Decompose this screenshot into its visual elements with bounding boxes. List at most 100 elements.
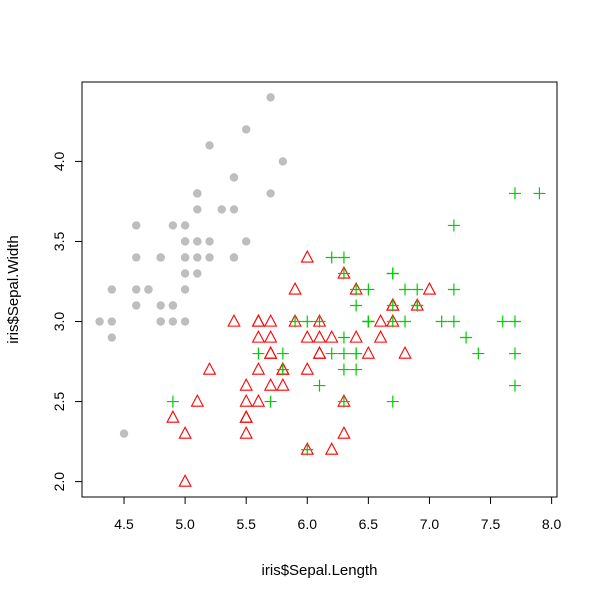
data-point-circle: [241, 125, 251, 134]
data-point-triangle: [312, 345, 327, 359]
data-point-plus: [325, 251, 338, 264]
data-point-plus: [362, 315, 375, 328]
series-plus: [166, 187, 546, 456]
data-point-plus: [337, 251, 350, 264]
data-point-plus: [386, 299, 399, 312]
data-point-triangle: [251, 393, 266, 407]
data-point-circle: [278, 157, 288, 166]
data-point-triangle: [263, 313, 278, 327]
y-tick-label: 4.0: [51, 151, 67, 171]
y-tick-label: 3.5: [51, 232, 67, 252]
data-point-plus: [301, 443, 314, 456]
data-point-plus: [496, 315, 509, 328]
y-tick-label: 2.0: [51, 472, 67, 492]
data-point-plus: [508, 379, 521, 392]
data-point-circle: [266, 189, 275, 198]
data-point-triangle: [398, 345, 412, 359]
data-point-circle: [107, 333, 117, 342]
data-point-triangle: [166, 410, 180, 423]
data-point-circle: [156, 301, 165, 310]
y-axis-title: iris$Sepal.Width: [5, 235, 22, 343]
data-point-triangle: [349, 329, 363, 343]
data-point-plus: [447, 219, 460, 232]
data-point-circle: [168, 301, 178, 310]
x-tick-label: 5.5: [236, 516, 256, 532]
data-point-plus: [252, 347, 265, 360]
data-point-plus: [508, 315, 521, 328]
data-point-circle: [180, 221, 190, 230]
data-point-triangle: [373, 313, 388, 327]
data-point-circle: [180, 317, 190, 326]
data-point-circle: [156, 253, 165, 262]
y-tick-label: 3.0: [51, 312, 67, 332]
data-point-plus: [447, 315, 460, 328]
x-tick-label: 7.5: [481, 516, 501, 532]
data-point-circle: [168, 221, 178, 230]
data-point-circle: [193, 205, 202, 214]
data-point-plus: [399, 315, 412, 328]
data-point-plus: [337, 331, 350, 344]
data-point-triangle: [178, 426, 192, 439]
data-point-triangle: [239, 410, 253, 423]
data-point-triangle: [312, 329, 327, 343]
data-point-circle: [132, 221, 141, 230]
data-point-circle: [180, 253, 190, 262]
data-point-plus: [337, 363, 350, 376]
data-point-triangle: [325, 442, 339, 455]
points-layer: [95, 93, 546, 487]
data-point-plus: [350, 283, 363, 296]
data-point-circle: [132, 301, 141, 310]
data-point-circle: [205, 253, 214, 262]
data-point-circle: [266, 93, 275, 102]
data-point-plus: [508, 187, 521, 200]
data-point-plus: [350, 347, 363, 360]
data-point-plus: [386, 315, 399, 328]
data-point-circle: [229, 205, 239, 214]
data-point-plus: [411, 299, 424, 312]
data-point-circle: [193, 253, 202, 262]
data-point-triangle: [178, 474, 192, 487]
data-point-circle: [193, 237, 202, 246]
x-tick-label: 7.0: [420, 516, 440, 532]
data-point-plus: [337, 267, 350, 280]
data-point-plus: [447, 283, 460, 296]
data-point-triangle: [263, 329, 278, 343]
data-point-triangle: [422, 281, 437, 295]
data-point-circle: [193, 269, 202, 278]
data-point-circle: [168, 317, 178, 326]
x-tick-label: 8.0: [542, 516, 562, 532]
data-point-triangle: [361, 345, 376, 359]
data-point-plus: [301, 315, 314, 328]
data-point-circle: [229, 253, 239, 262]
data-point-plus: [350, 363, 363, 376]
data-point-circle: [205, 141, 214, 150]
data-point-circle: [229, 173, 239, 182]
x-tick-label: 5.0: [175, 516, 195, 532]
data-point-plus: [508, 347, 521, 360]
data-point-triangle: [325, 329, 339, 343]
data-point-circle: [119, 429, 129, 438]
data-point-circle: [205, 237, 214, 246]
data-point-plus: [472, 347, 485, 360]
x-tick-label: 4.5: [114, 516, 134, 532]
data-point-plus: [435, 315, 448, 328]
data-point-triangle: [337, 426, 351, 439]
data-point-plus: [264, 395, 277, 408]
data-point-triangle: [263, 377, 278, 391]
data-point-triangle: [251, 329, 266, 343]
data-point-circle: [193, 189, 202, 198]
data-point-plus: [276, 363, 289, 376]
data-point-plus: [166, 395, 179, 408]
data-point-plus: [399, 283, 412, 296]
data-point-circle: [180, 269, 190, 278]
data-point-triangle: [239, 393, 253, 407]
data-point-circle: [217, 205, 226, 214]
data-point-triangle: [251, 313, 266, 327]
data-point-plus: [289, 315, 302, 328]
data-point-triangle: [227, 313, 241, 327]
series-filled-circle: [95, 93, 288, 438]
data-point-plus: [350, 299, 363, 312]
data-point-circle: [95, 317, 104, 326]
data-point-circle: [241, 237, 251, 246]
